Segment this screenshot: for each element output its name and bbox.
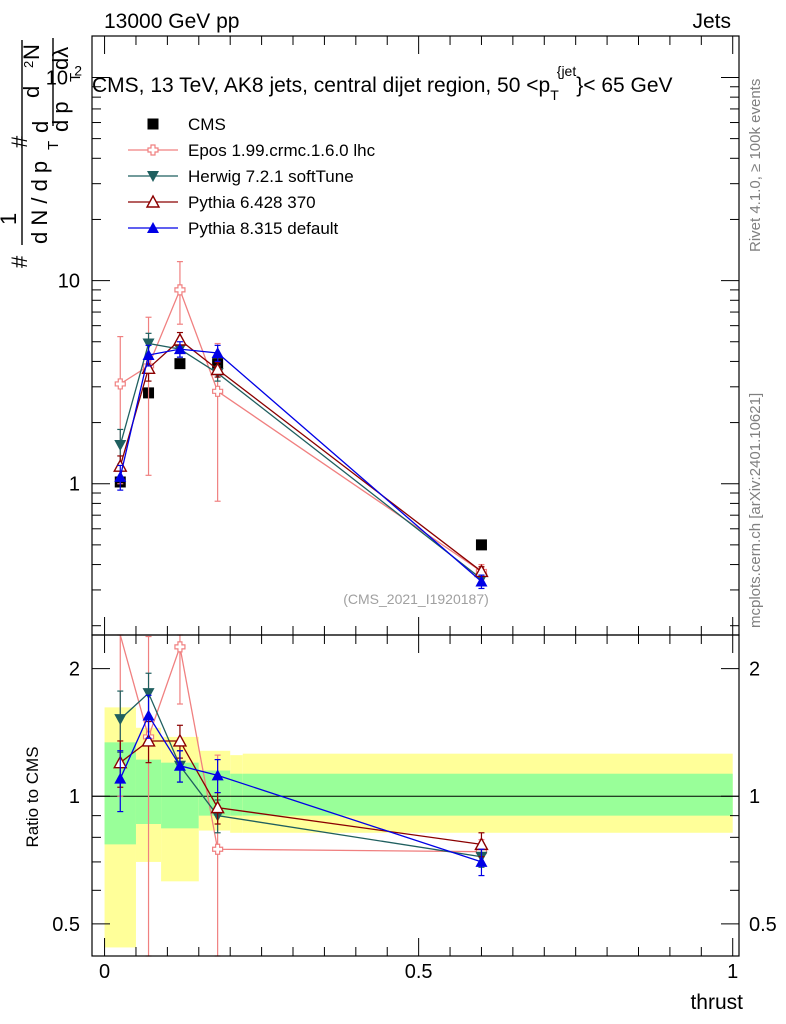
top-pythia6-point <box>210 362 225 376</box>
ratio-pythia6-point <box>210 800 225 814</box>
title-prefix: CMS, 13 TeV, AK8 jets, central dijet reg… <box>92 63 673 103</box>
top-cms-point <box>174 358 186 370</box>
header-category: Jets <box>692 10 731 33</box>
top-pythia8-point <box>211 347 224 359</box>
ylabel-dlambda: dλ <box>48 47 73 70</box>
ratio-pythia8-point <box>114 772 127 784</box>
ratio-pythia8-point <box>475 855 488 867</box>
plot-title: CMS, 13 TeV, AK8 jets, central dijet reg… <box>92 63 673 103</box>
top-ylabel: # 1 d N / d p T # d d p T dλ d 2 N <box>0 38 84 268</box>
top-plot-marks <box>113 261 489 590</box>
ylabel-one: 1 <box>0 213 21 225</box>
top-pythia8-point <box>114 470 127 482</box>
x-tick-label: 0 <box>99 961 110 983</box>
ratio-y-tick-label-right: 2 <box>749 659 760 681</box>
band-inner-segment <box>242 773 733 816</box>
top-y-tick-label: 1 <box>69 474 80 496</box>
header-energy: 13000 GeV pp <box>104 10 239 33</box>
ylabel-dpt: d p <box>48 101 73 132</box>
band-inner-segment <box>230 773 243 816</box>
top-y-axis: 1 10 10 2 <box>46 62 739 627</box>
ylabel-d-2: d <box>19 86 44 98</box>
ylabel-sub-t-2: T <box>67 73 84 82</box>
ylabel-n: N <box>19 44 44 60</box>
top-herwig-point <box>114 440 127 452</box>
ratio-pythia6-point <box>172 733 188 747</box>
top-pythia8-line <box>119 348 482 583</box>
top-epos-point <box>212 385 224 397</box>
top-epos-point <box>114 378 126 390</box>
legend-herwig-label: Herwig 7.2.1 softTune <box>188 167 354 186</box>
ratio-plot-marks <box>113 634 489 957</box>
ratio-herwig-point <box>142 688 155 700</box>
ratio-y-tick-label-right: 0.5 <box>749 914 777 936</box>
legend-epos-label: Epos 1.99.crmc.1.6.0 lhc <box>188 141 376 160</box>
ylabel-hash-1: # <box>7 255 32 268</box>
x-tick-label: 1 <box>727 961 738 983</box>
legend: CMS Epos 1.99.crmc.1.6.0 lhc Herwig 7.2.1 … <box>128 115 376 238</box>
ratio-y-tick-label-left: 2 <box>69 659 80 681</box>
x-tick-label: 0.5 <box>405 961 433 983</box>
top-pythia8-point <box>173 343 186 355</box>
top-herwig-point <box>142 338 155 350</box>
legend-pythia8-marker <box>147 222 159 233</box>
ratio-epos-point <box>174 641 186 653</box>
x-axis-label: thrust <box>690 991 743 1014</box>
ylabel-sup-2: 2 <box>21 61 36 68</box>
ratio-y-tick-label-right: 1 <box>749 786 760 808</box>
side-rivet: Rivet 4.1.0, ≥ 100k events <box>747 79 764 252</box>
top-cms-point <box>475 539 487 551</box>
ylabel-dn-dpt: d N / d p <box>27 161 52 244</box>
ratio-epos-point <box>212 843 224 855</box>
legend-herwig-marker <box>147 171 159 182</box>
legend-pythia6-marker <box>145 194 161 208</box>
ylabel-hash-2: # <box>7 135 32 148</box>
ratio-ylabel: Ratio to CMS <box>23 746 42 847</box>
side-source: mcplots.cern.ch [arXiv:2401.10621] <box>747 393 764 628</box>
ratio-y-tick-label-left: 1 <box>69 786 80 808</box>
legend-pythia8-label: Pythia 8.315 default <box>188 219 339 238</box>
ratio-pythia8-point <box>173 759 186 771</box>
ratio-herwig-point <box>114 714 127 726</box>
top-y-tick-label: 10 <box>46 67 68 89</box>
top-y-tick-exponent: 2 <box>74 62 82 78</box>
ylabel-d-1: d <box>28 121 53 133</box>
ratio-bands <box>92 707 739 948</box>
top-y-tick-label: 10 <box>58 271 80 293</box>
ratio-axes: 0.5 0.5 1 1 2 2 0 0.5 1 <box>52 36 777 983</box>
ratio-plot-frame <box>91 634 740 957</box>
legend-cms-label: CMS <box>188 115 226 134</box>
ratio-pythia8-point <box>211 769 224 781</box>
legend-cms-marker <box>147 118 159 130</box>
ylabel-sub-t-1: T <box>45 141 62 150</box>
analysis-watermark: (CMS_2021_I1920187) <box>343 591 489 607</box>
legend-pythia6-label: Pythia 6.428 370 <box>188 193 316 212</box>
top-epos-point <box>174 284 186 296</box>
top-pythia8-point <box>142 349 155 361</box>
top-pythia8-point <box>475 575 488 587</box>
ratio-y-tick-label-left: 0.5 <box>52 914 80 936</box>
legend-epos-marker <box>147 144 159 156</box>
ratio-pythia8-point <box>142 709 155 721</box>
top-herwig-line <box>119 342 482 580</box>
ratio-pythia6-point <box>141 733 156 747</box>
